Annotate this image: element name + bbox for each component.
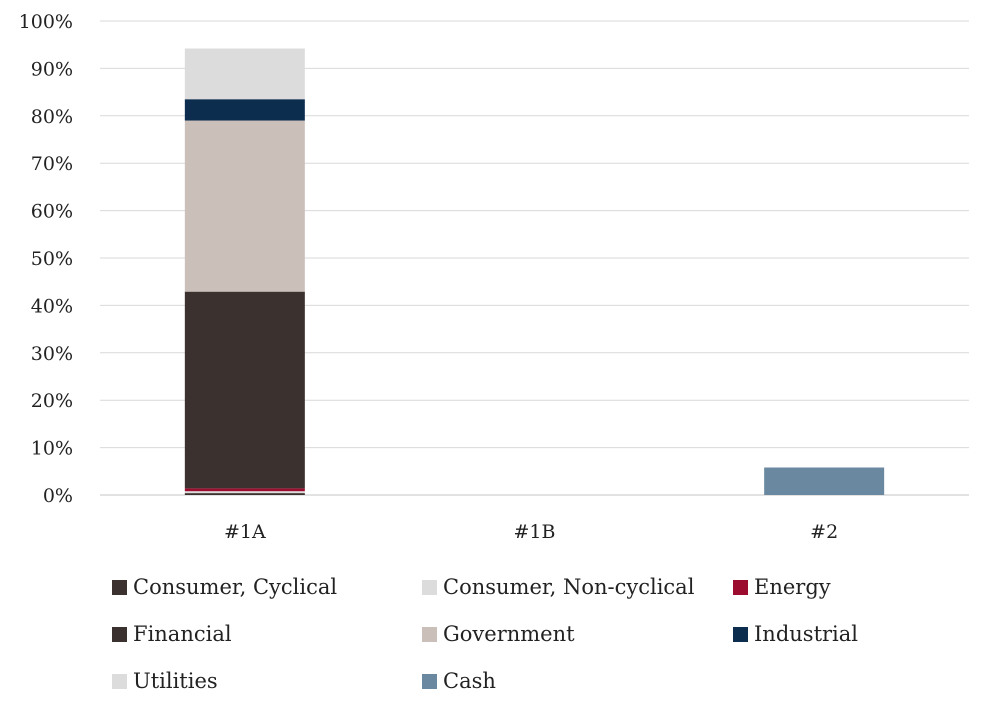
y-tick-label: 100% — [19, 11, 73, 33]
legend-item: Consumer, Non-cyclical — [422, 572, 733, 602]
y-tick-label: 80% — [31, 106, 73, 128]
legend-swatch — [422, 673, 437, 689]
legend-item: Cash — [422, 666, 733, 696]
x-tick-label: #2 — [810, 521, 838, 543]
legend-swatch — [112, 673, 127, 689]
bar-segment — [184, 120, 305, 292]
y-tick-label: 60% — [31, 201, 73, 223]
stacked-bar-chart: 0% 10% 20% 30% 40% 50% 60% 70% 80% 90% 100% #1A #1B #… — [19, 11, 969, 543]
chart-legend: Consumer, Cyclical Consumer, Non-cyclical… — [112, 572, 972, 713]
legend-item: Government — [422, 619, 733, 649]
y-tick-label: 50% — [31, 248, 73, 270]
y-tick-label: 30% — [31, 343, 73, 365]
y-tick-label: 0% — [43, 485, 73, 507]
legend-label: Government — [443, 622, 575, 646]
y-tick-label: 40% — [31, 295, 73, 317]
legend-item: Energy — [733, 572, 972, 602]
legend-item: Financial — [112, 619, 422, 649]
legend-item: Industrial — [733, 619, 972, 649]
legend-label: Industrial — [754, 622, 858, 646]
legend-label: Financial — [133, 622, 232, 646]
bar-segment — [184, 99, 305, 121]
legend-label: Cash — [443, 669, 496, 693]
legend-swatch — [112, 626, 127, 642]
legend-swatch — [422, 579, 437, 595]
bar-segment — [184, 493, 305, 495]
legend-swatch — [733, 579, 748, 595]
legend-label: Energy — [754, 575, 831, 599]
bar-segment — [184, 488, 305, 492]
legend-swatch — [422, 626, 437, 642]
legend-label: Consumer, Non-cyclical — [443, 575, 695, 599]
y-tick-label: 10% — [31, 438, 73, 460]
bar-segment — [184, 291, 305, 489]
legend-label: Utilities — [133, 669, 218, 693]
legend-swatch — [112, 579, 127, 595]
legend-item: Utilities — [112, 666, 422, 696]
legend-swatch — [733, 626, 748, 642]
legend-item: Consumer, Cyclical — [112, 572, 422, 602]
legend-label: Consumer, Cyclical — [133, 575, 338, 599]
x-tick-label: #1A — [224, 521, 266, 543]
bar-segment — [184, 491, 305, 494]
bar-segment — [764, 467, 885, 495]
bar-segment — [184, 48, 305, 100]
y-tick-label: 90% — [31, 58, 73, 80]
y-tick-label: 70% — [31, 153, 73, 175]
x-tick-label: #1B — [514, 521, 556, 543]
y-tick-label: 20% — [31, 390, 73, 412]
